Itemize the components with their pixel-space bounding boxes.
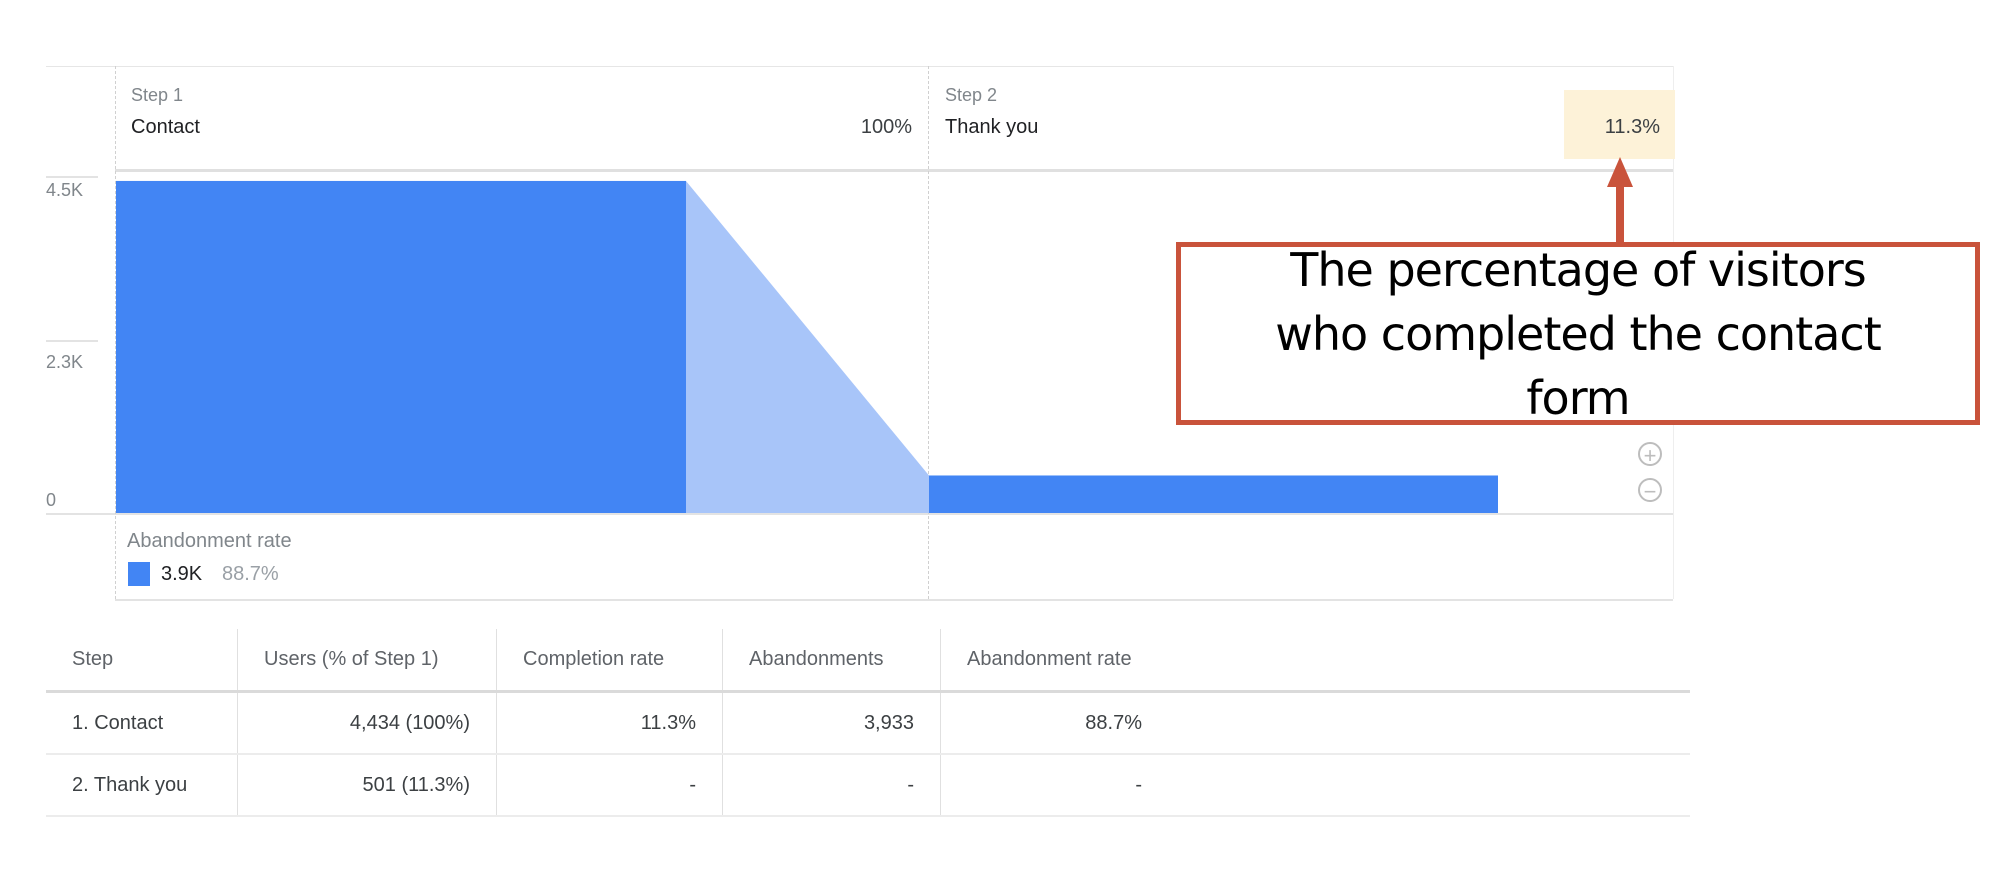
tick-line-mid (46, 340, 98, 342)
funnel-bar-1[interactable] (116, 180, 686, 513)
dropoff-area-1[interactable] (686, 180, 929, 513)
cell-abandonments: 3,933 (722, 691, 941, 755)
abandonment-swatch (128, 562, 150, 586)
abandonment-percent: 88.7% (222, 563, 279, 585)
col-header-step: Step (46, 629, 238, 693)
step2-name: Thank you (945, 116, 1039, 138)
step2-percent-highlight (1564, 90, 1675, 159)
callout-text: The percentage of visitors who completed… (1275, 242, 1881, 425)
chart-top-border (46, 66, 1673, 67)
y-tick-label: 4.5K (46, 180, 84, 200)
callout-box: The percentage of visitors who completed… (1176, 242, 1980, 425)
step2-percent: 11.3% (1604, 116, 1660, 138)
table-row: 2. Thank you 501 (11.3%) - - - (46, 754, 1690, 817)
tick-line-top (46, 176, 98, 178)
chart-bottom-border (115, 599, 1673, 601)
funnel-bar-2[interactable] (929, 475, 1498, 513)
cell-completion-rate: - (496, 754, 723, 817)
cell-abandonments: - (722, 754, 941, 817)
y-tick-label: 2.3K (46, 352, 84, 372)
cell-users: 501 (11.3%) (237, 754, 497, 817)
cell-abandonment-rate: - (940, 754, 1690, 817)
minus-icon: − (1643, 479, 1657, 504)
zoom-in-button[interactable]: + (1638, 442, 1662, 468)
step1-label: Step 1 (131, 85, 184, 105)
cell-abandonment-rate-value: 88.7% (1085, 711, 1142, 734)
cell-abandonment-rate: 88.7% (940, 691, 1690, 755)
cell-completion-rate: 11.3% (496, 691, 723, 755)
header-divider (115, 169, 1673, 172)
zoom-out-button[interactable]: − (1638, 478, 1662, 504)
step1-divider (115, 66, 116, 599)
abandonment-value: 3.9K (161, 563, 203, 585)
funnel-table: Step Users (% of Step 1) Completion rate… (46, 629, 1690, 817)
step1-name: Contact (131, 116, 200, 138)
plus-icon: + (1643, 443, 1657, 468)
step2-label: Step 2 (945, 85, 998, 105)
step2-divider (928, 66, 929, 599)
callout-arrow (1607, 157, 1633, 245)
step1-percent: 100% (860, 116, 912, 138)
col-header-abandonments: Abandonments (722, 629, 941, 693)
y-tick-label: 0 (46, 490, 57, 510)
col-header-abandonment-rate: Abandonment rate (940, 629, 1690, 693)
cell-abandonment-rate-value: - (1135, 773, 1142, 796)
cell-users: 4,434 (100%) (237, 691, 497, 755)
col-header-completion-rate: Completion rate (496, 629, 723, 693)
table-header-row: Step Users (% of Step 1) Completion rate… (46, 629, 1690, 693)
baseline (46, 513, 1673, 515)
col-header-users: Users (% of Step 1) (237, 629, 497, 693)
cell-step: 1. Contact (46, 691, 238, 755)
cell-step: 2. Thank you (46, 754, 238, 817)
abandonment-title: Abandonment rate (127, 530, 292, 552)
table-row: 1. Contact 4,434 (100%) 11.3% 3,933 88.7… (46, 691, 1690, 755)
